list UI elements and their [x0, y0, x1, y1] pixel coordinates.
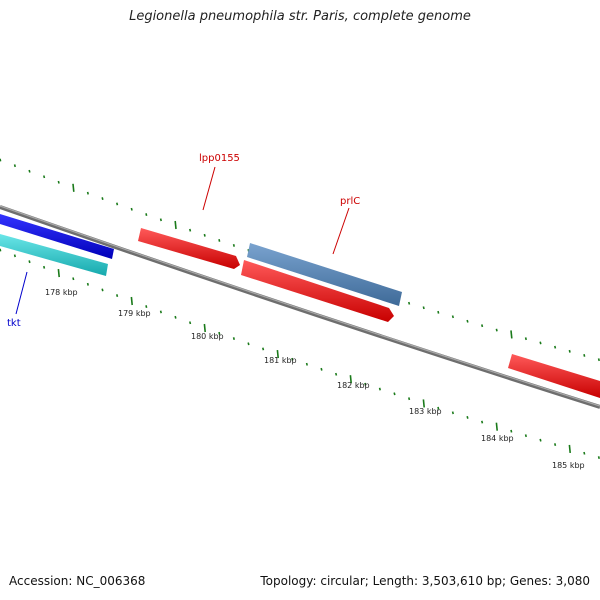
tick-mark [130, 296, 133, 306]
tick-mark [364, 382, 367, 386]
tick-mark [597, 456, 600, 459]
tick-mark [437, 406, 440, 410]
tick-mark [28, 169, 31, 173]
tick-mark [568, 349, 571, 353]
tick-mark [203, 323, 206, 333]
inner-tick-ring [0, 248, 600, 459]
tick-mark [451, 411, 454, 415]
tick-mark [174, 220, 177, 230]
tick-mark [320, 367, 323, 371]
tick-mark [116, 202, 119, 206]
tick-label-183: 183 kbp [409, 407, 442, 416]
gene-blue[interactable] [0, 214, 114, 259]
tick-mark [189, 321, 192, 325]
tick-label-184: 184 kbp [481, 434, 514, 443]
gene-lpp0155[interactable] [138, 228, 240, 269]
tick-label-178: 178 kbp [45, 288, 78, 297]
tick-mark [466, 319, 469, 323]
tick-mark [408, 301, 411, 305]
tick-mark [13, 164, 16, 168]
tick-mark [466, 416, 469, 419]
tick-mark [597, 358, 600, 362]
tick-mark [583, 354, 586, 357]
tick-mark [232, 337, 235, 340]
tick-mark [232, 244, 235, 247]
tick-mark [101, 197, 104, 200]
tick-mark [72, 277, 75, 281]
gene-red-right[interactable] [508, 354, 600, 398]
gene-label-lpp0155: lpp0155 [199, 153, 240, 164]
tick-mark [335, 372, 338, 376]
tick-mark [378, 387, 381, 391]
genome-summary: Topology: circular; Length: 3,503,610 bp… [260, 574, 590, 588]
tick-mark [408, 397, 411, 401]
tick-mark [72, 183, 75, 192]
tick-mark [203, 233, 206, 237]
tick-mark [481, 420, 484, 424]
tick-mark [305, 362, 308, 366]
tick-mark [393, 392, 396, 396]
tick-mark [28, 260, 31, 264]
tick-mark [159, 310, 162, 314]
tick-mark [43, 265, 46, 269]
tick-label-179: 179 kbp [118, 309, 151, 318]
tick-mark [422, 306, 425, 310]
tick-mark [0, 248, 2, 252]
tick-mark [437, 310, 440, 314]
tick-mark [145, 305, 148, 308]
tick-mark [451, 315, 454, 319]
tick-mark [13, 254, 16, 258]
tick-mark [86, 191, 89, 195]
tick-mark [276, 350, 279, 359]
callout-prlc [332, 207, 350, 255]
tick-mark [539, 438, 542, 442]
tick-mark [568, 444, 571, 453]
tick-mark [218, 331, 221, 335]
gene-tkt-cyan[interactable] [0, 234, 108, 276]
tick-mark [86, 282, 89, 286]
tick-mark [145, 213, 148, 216]
tick-mark [43, 175, 46, 179]
tick-mark [510, 429, 513, 433]
tick-mark [510, 330, 513, 339]
tick-mark [247, 342, 250, 346]
tick-mark [495, 422, 498, 431]
gene-label-tkt: tkt [7, 318, 21, 329]
gene-red-lower[interactable] [241, 260, 394, 322]
tick-mark [57, 269, 60, 278]
tick-mark [524, 434, 527, 438]
accession-label: Accession: NC_006368 [9, 574, 146, 588]
tick-mark [218, 239, 221, 242]
tick-mark [189, 228, 192, 232]
tick-mark [554, 443, 557, 446]
tick-mark [481, 324, 484, 328]
genome-backbone [0, 205, 600, 409]
tick-mark [422, 399, 425, 408]
tick-mark [116, 294, 119, 297]
tick-mark [57, 180, 60, 184]
map-title: Legionella pneumophila str. Paris, compl… [129, 9, 471, 24]
gene-prlc[interactable] [247, 243, 402, 306]
tick-mark [524, 337, 527, 341]
tick-mark [174, 315, 177, 319]
tick-mark [101, 288, 104, 292]
gene-label-prlc: prlC [340, 196, 360, 207]
tick-mark [130, 207, 133, 211]
tick-mark [495, 328, 498, 332]
tick-mark [349, 375, 352, 384]
tick-mark [159, 218, 162, 222]
tick-label-185: 185 kbp [552, 461, 585, 470]
tick-label-182: 182 kbp [337, 381, 370, 390]
tick-mark [554, 345, 557, 349]
tick-label-181: 181 kbp [264, 356, 297, 365]
tick-mark [0, 158, 2, 162]
tick-label-180: 180 kbp [191, 332, 224, 341]
tick-mark [291, 357, 294, 361]
tick-mark [539, 341, 542, 345]
callout-tkt [15, 271, 28, 315]
tick-mark [583, 451, 586, 455]
tick-mark [262, 347, 265, 351]
callout-lpp0155 [202, 166, 216, 211]
